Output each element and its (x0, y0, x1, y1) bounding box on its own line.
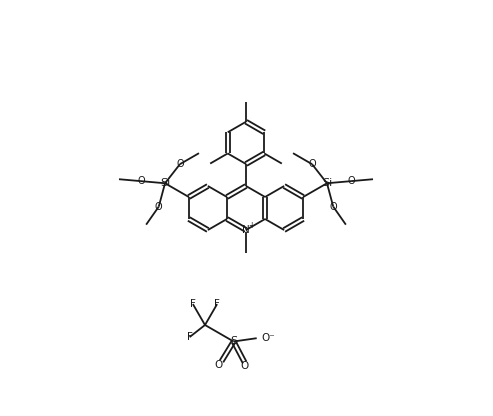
Text: Si: Si (160, 178, 170, 188)
Text: O: O (176, 159, 184, 169)
Text: O: O (214, 360, 223, 370)
Text: O: O (155, 202, 163, 212)
Text: Si: Si (322, 178, 332, 188)
Text: O: O (137, 176, 145, 186)
Text: F: F (214, 299, 220, 309)
Text: O⁻: O⁻ (262, 333, 276, 343)
Text: O: O (347, 176, 355, 186)
Text: F: F (187, 332, 193, 342)
Text: +: + (248, 221, 255, 230)
Text: N: N (242, 225, 250, 235)
Text: O: O (308, 159, 316, 169)
Text: O: O (241, 362, 249, 371)
Text: S: S (230, 337, 237, 347)
Text: O: O (329, 202, 337, 212)
Text: F: F (190, 299, 196, 309)
